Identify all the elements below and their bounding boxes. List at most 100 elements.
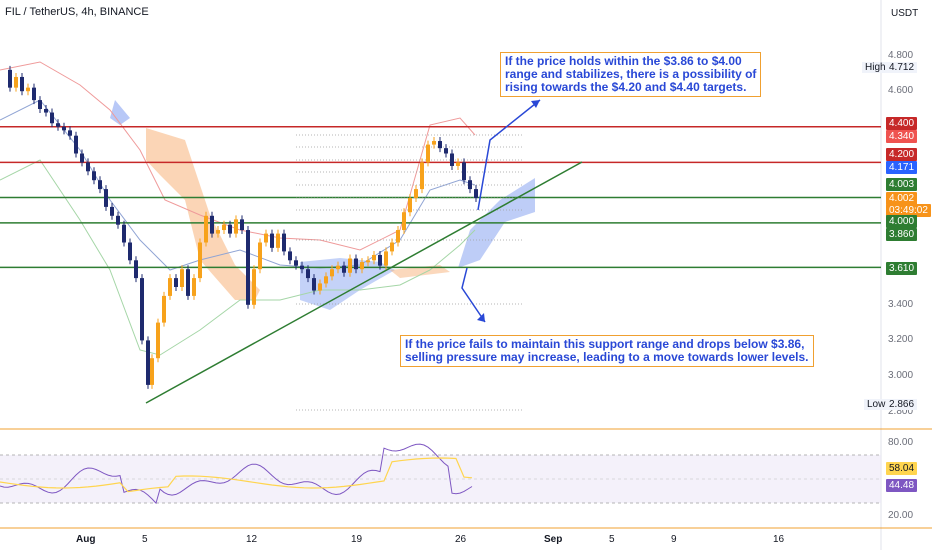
time-label: 5 [609, 534, 615, 545]
ichimoku-cloud-bullish [110, 100, 130, 125]
candle-body [336, 265, 340, 270]
price-axis-tick: 4.800 [888, 49, 914, 61]
candle-body [198, 242, 202, 279]
basis-line [0, 99, 476, 271]
candle-body [210, 215, 214, 234]
candle-body [26, 87, 30, 92]
time-label: 19 [351, 534, 363, 545]
low-label: Low [864, 399, 889, 410]
candle-body [140, 278, 144, 341]
high-label: High [862, 62, 889, 73]
candle-body [318, 283, 322, 291]
candle-body [252, 269, 256, 305]
symbol-title: FIL / TetherUS, 4h, BINANCE [5, 6, 149, 18]
candle-body [56, 123, 60, 127]
candle-body [396, 230, 400, 243]
price-tag: 4.003 [886, 178, 918, 191]
candle-body [426, 144, 430, 163]
price-tag: 4.340 [886, 130, 918, 143]
price-axis-tick: 2.800 [888, 405, 914, 417]
candle-body [246, 230, 250, 305]
rsi-ma-line [0, 457, 473, 493]
lower-band [0, 159, 476, 356]
candle-body [150, 358, 154, 385]
candle-body [438, 141, 442, 149]
candle-body [104, 189, 108, 207]
candle-body [270, 233, 274, 248]
candle-body [360, 262, 364, 270]
countdown-tag: 03:49:02 [886, 204, 931, 217]
candle-body [80, 153, 84, 163]
candle-body [168, 278, 172, 296]
rsi-ma-value: 58.04 [886, 462, 918, 475]
candle-body [50, 112, 54, 124]
candle-body [92, 171, 96, 181]
candle-body [390, 242, 394, 252]
downside-arrow [461, 267, 486, 323]
candle-body [258, 242, 262, 270]
candle-body [134, 260, 138, 279]
time-label: 16 [773, 534, 785, 545]
candle-body [450, 153, 454, 166]
high-value: 4.712 [886, 62, 918, 73]
candle-body [74, 135, 78, 154]
upside-arrow [477, 99, 541, 211]
candle-body [324, 276, 328, 284]
candle-body [216, 230, 220, 234]
candle-body [474, 189, 478, 198]
candle-body [86, 162, 90, 172]
price-tag: 3.860 [886, 228, 918, 241]
candle-body [372, 254, 376, 261]
time-label: 26 [455, 534, 467, 545]
price-axis-tick: 3.200 [888, 334, 914, 346]
rsi-value: 44.48 [886, 479, 918, 492]
candle-body [384, 251, 388, 266]
time-label-month: Sep [544, 534, 563, 545]
candle-body [366, 260, 370, 263]
candle-body [38, 100, 42, 109]
candle-body [180, 269, 184, 287]
candle-body [146, 340, 150, 385]
price-axis-tick: 3.000 [888, 370, 914, 381]
rsi-line [0, 443, 473, 505]
currency-label: USDT [891, 8, 919, 19]
candle-body [468, 180, 472, 190]
candle-body [432, 141, 436, 145]
candle-body [306, 269, 310, 279]
candle-body [20, 76, 24, 92]
candle-body [414, 189, 418, 198]
candle-body [62, 126, 66, 131]
candle-body [342, 265, 346, 273]
candle-body [174, 278, 178, 287]
rsi-tick: 20.00 [888, 510, 914, 521]
upside-arrowhead [531, 100, 540, 108]
last-price-tag: 4.002 [886, 192, 918, 205]
candle-body [186, 269, 190, 296]
price-tag: 4.400 [886, 117, 918, 130]
candle-body [14, 76, 18, 88]
price-tag: 4.000 [886, 215, 918, 228]
time-label-month: Aug [76, 534, 96, 545]
downside-scenario-note[interactable]: If the price fails to maintain this supp… [400, 335, 814, 367]
candle-body [116, 215, 120, 225]
candle-body [156, 322, 160, 359]
candle-body [408, 198, 412, 213]
candle-body [8, 69, 12, 88]
price-tag: 3.610 [886, 262, 918, 275]
time-label: 12 [246, 534, 258, 545]
candle-body [330, 269, 334, 277]
candle-body [282, 233, 286, 252]
candle-body [162, 295, 166, 323]
downside-arrowhead [477, 313, 485, 322]
candle-body [98, 180, 102, 190]
candle-body [420, 162, 424, 190]
candle-body [288, 251, 292, 261]
candle-body [192, 278, 196, 296]
upside-scenario-note[interactable]: If the price holds within the $3.86 to $… [500, 52, 762, 97]
price-tag: 4.171 [886, 161, 918, 174]
time-label: 5 [142, 534, 148, 545]
candle-body [378, 254, 382, 266]
ichimoku-cloud-bearish [390, 265, 450, 278]
